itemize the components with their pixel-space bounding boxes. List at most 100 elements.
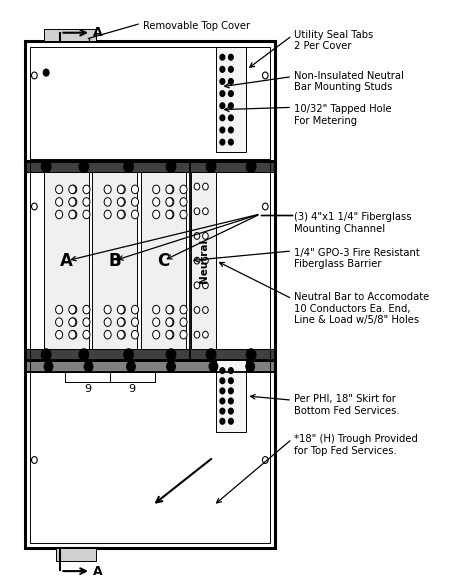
Circle shape bbox=[83, 185, 90, 193]
Circle shape bbox=[228, 378, 233, 383]
Circle shape bbox=[202, 183, 208, 190]
Text: Per PHI, 18" Skirt for
Bottom Fed Services.: Per PHI, 18" Skirt for Bottom Fed Servic… bbox=[293, 394, 399, 416]
Circle shape bbox=[69, 305, 76, 314]
Circle shape bbox=[83, 331, 90, 339]
Circle shape bbox=[206, 349, 216, 360]
Circle shape bbox=[118, 331, 125, 339]
Circle shape bbox=[220, 140, 225, 145]
Circle shape bbox=[70, 197, 77, 206]
Circle shape bbox=[32, 72, 37, 79]
Bar bbox=[44, 29, 96, 41]
Circle shape bbox=[202, 306, 208, 313]
Circle shape bbox=[131, 305, 138, 314]
Circle shape bbox=[55, 210, 63, 219]
Circle shape bbox=[79, 161, 89, 173]
Circle shape bbox=[118, 318, 125, 327]
Circle shape bbox=[131, 318, 138, 327]
Circle shape bbox=[117, 305, 124, 314]
Circle shape bbox=[41, 349, 51, 360]
Circle shape bbox=[79, 349, 89, 360]
Circle shape bbox=[127, 361, 135, 372]
Text: A: A bbox=[93, 565, 103, 578]
Circle shape bbox=[167, 361, 175, 372]
Circle shape bbox=[43, 69, 49, 76]
Text: 1/4" GPO-3 Fire Resistant
Fiberglass Barrier: 1/4" GPO-3 Fire Resistant Fiberglass Bar… bbox=[293, 247, 419, 269]
Circle shape bbox=[166, 210, 173, 219]
Bar bbox=[55, 548, 96, 561]
Circle shape bbox=[228, 54, 233, 60]
Circle shape bbox=[220, 368, 225, 373]
Circle shape bbox=[220, 127, 225, 133]
Text: 9: 9 bbox=[128, 384, 136, 394]
Bar bbox=[25, 361, 275, 372]
Circle shape bbox=[228, 368, 233, 373]
Circle shape bbox=[69, 210, 76, 219]
Circle shape bbox=[209, 361, 218, 372]
Text: C: C bbox=[157, 252, 169, 270]
Circle shape bbox=[153, 185, 160, 193]
Text: (3) 4"x1 1/4" Fiberglass
Mounting Channel: (3) 4"x1 1/4" Fiberglass Mounting Channe… bbox=[293, 212, 411, 234]
Circle shape bbox=[263, 72, 268, 79]
Circle shape bbox=[220, 408, 225, 414]
Circle shape bbox=[202, 208, 208, 215]
Text: Removable Top Cover: Removable Top Cover bbox=[143, 21, 250, 31]
Circle shape bbox=[246, 349, 256, 360]
Circle shape bbox=[104, 305, 111, 314]
Circle shape bbox=[228, 408, 233, 414]
Circle shape bbox=[124, 349, 133, 360]
Circle shape bbox=[180, 185, 187, 193]
Circle shape bbox=[104, 185, 111, 193]
Circle shape bbox=[166, 185, 173, 193]
Circle shape bbox=[194, 331, 200, 338]
Circle shape bbox=[194, 257, 200, 264]
Circle shape bbox=[153, 197, 160, 206]
Circle shape bbox=[180, 331, 187, 339]
Circle shape bbox=[83, 210, 90, 219]
Circle shape bbox=[220, 398, 225, 404]
Circle shape bbox=[104, 197, 111, 206]
Circle shape bbox=[69, 185, 76, 193]
Circle shape bbox=[220, 91, 225, 97]
Circle shape bbox=[167, 318, 174, 327]
Circle shape bbox=[69, 197, 76, 206]
Text: *18" (H) Trough Provided
for Top Fed Services.: *18" (H) Trough Provided for Top Fed Ser… bbox=[293, 434, 418, 456]
Bar bbox=[191, 173, 216, 349]
Circle shape bbox=[220, 67, 225, 72]
Circle shape bbox=[228, 115, 233, 120]
Circle shape bbox=[117, 210, 124, 219]
Circle shape bbox=[167, 197, 174, 206]
Circle shape bbox=[118, 305, 125, 314]
Circle shape bbox=[263, 457, 268, 463]
Bar bbox=[216, 360, 246, 431]
Circle shape bbox=[131, 210, 138, 219]
Circle shape bbox=[166, 349, 176, 360]
Text: A: A bbox=[60, 252, 73, 270]
Circle shape bbox=[70, 318, 77, 327]
Circle shape bbox=[167, 210, 174, 219]
Circle shape bbox=[55, 331, 63, 339]
Text: 10/32" Tapped Hole
For Metering: 10/32" Tapped Hole For Metering bbox=[293, 104, 391, 126]
Circle shape bbox=[166, 161, 176, 173]
Text: Neutral Bar to Accomodate
10 Conductors Ea. End,
Line & Load w/5/8" Holes: Neutral Bar to Accomodate 10 Conductors … bbox=[293, 292, 429, 325]
Circle shape bbox=[117, 185, 124, 193]
Circle shape bbox=[246, 361, 255, 372]
Circle shape bbox=[118, 197, 125, 206]
Bar bbox=[92, 173, 137, 349]
Circle shape bbox=[118, 185, 125, 193]
Circle shape bbox=[167, 185, 174, 193]
Circle shape bbox=[153, 318, 160, 327]
Bar bbox=[25, 41, 275, 548]
Bar bbox=[141, 173, 186, 349]
Circle shape bbox=[166, 331, 173, 339]
Bar bbox=[25, 349, 275, 360]
Text: A: A bbox=[93, 26, 103, 39]
Circle shape bbox=[202, 257, 208, 264]
Circle shape bbox=[167, 305, 174, 314]
Circle shape bbox=[104, 331, 111, 339]
Circle shape bbox=[69, 331, 76, 339]
Circle shape bbox=[70, 305, 77, 314]
Circle shape bbox=[220, 115, 225, 120]
Text: B: B bbox=[109, 252, 121, 270]
Circle shape bbox=[228, 127, 233, 133]
Circle shape bbox=[194, 282, 200, 289]
